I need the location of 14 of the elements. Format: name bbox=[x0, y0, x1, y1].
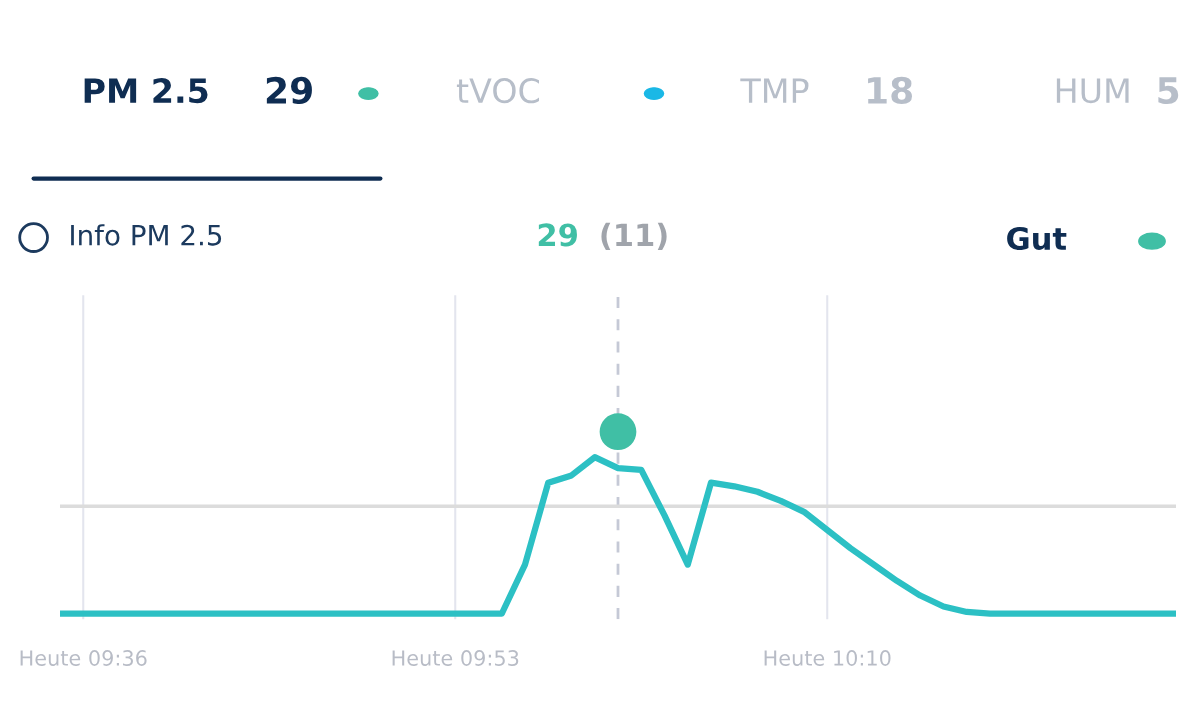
text: Gut bbox=[1007, 226, 1067, 251]
text: tVOC bbox=[456, 78, 539, 104]
text: HUM bbox=[1056, 78, 1129, 104]
x-tick-label: Heute 09:36 bbox=[20, 650, 147, 666]
text: PM 2.5 bbox=[84, 78, 208, 104]
x-tick-label: Heute 09:53 bbox=[392, 650, 519, 666]
text: 29 bbox=[266, 76, 312, 105]
text: Info PM 2.5 bbox=[71, 224, 222, 246]
text: 18 bbox=[868, 76, 913, 105]
text: TMP bbox=[740, 78, 809, 103]
text: 5 bbox=[1158, 77, 1179, 105]
text: (11) bbox=[601, 222, 667, 251]
x-tick-label: Heute 10:10 bbox=[764, 650, 891, 666]
text: 29 bbox=[538, 223, 577, 247]
